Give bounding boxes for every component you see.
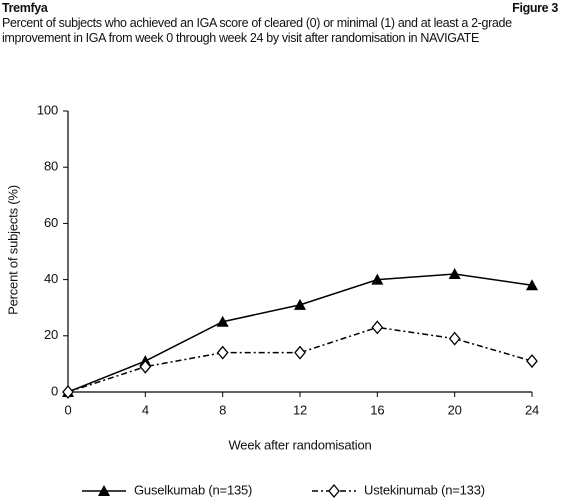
y-tick-label: 80 (44, 159, 58, 174)
data-point (139, 359, 152, 374)
series-line (67, 326, 533, 393)
data-point (526, 279, 538, 291)
data-point (216, 315, 229, 327)
legend-marker (98, 485, 110, 496)
x-tick-label: 24 (525, 402, 539, 417)
x-tick-label: 0 (64, 402, 71, 417)
legend-marker (328, 483, 340, 499)
figure-label: Figure 3 (512, 1, 558, 15)
x-tick-label: 8 (219, 402, 226, 417)
y-tick-label: 60 (44, 215, 58, 230)
y-tick-label: 40 (44, 271, 58, 286)
data-point (216, 345, 229, 360)
x-tick-label: 12 (293, 402, 307, 417)
data-point (294, 345, 306, 360)
x-tick-label: 20 (448, 402, 462, 417)
y-tick-label: 100 (37, 102, 58, 117)
header-row: Tremfya Figure 3 (2, 1, 558, 16)
series-line (67, 273, 533, 393)
x-tick-label: 4 (142, 402, 149, 417)
legend-label: Ustekinumab (n=133) (364, 482, 485, 497)
data-point (371, 320, 384, 335)
x-axis-label: Week after randomisation (228, 437, 371, 452)
data-point (294, 298, 306, 310)
y-tick-label: 20 (44, 327, 58, 342)
y-axis-label: Percent of subjects (%) (5, 185, 20, 315)
legend-label: Guselkumab (n=135) (134, 482, 252, 497)
x-tick-label: 16 (370, 402, 384, 417)
subtitle: Percent of subjects who achieved an IGA … (2, 16, 512, 45)
data-point (448, 331, 461, 346)
data-point (62, 384, 74, 400)
data-point (448, 267, 461, 279)
y-tick-label: 0 (51, 383, 58, 398)
header: Tremfya Figure 3 Percent of subjects who… (2, 1, 558, 46)
title: Tremfya (2, 1, 48, 15)
data-point (526, 354, 538, 369)
data-point (371, 273, 384, 285)
